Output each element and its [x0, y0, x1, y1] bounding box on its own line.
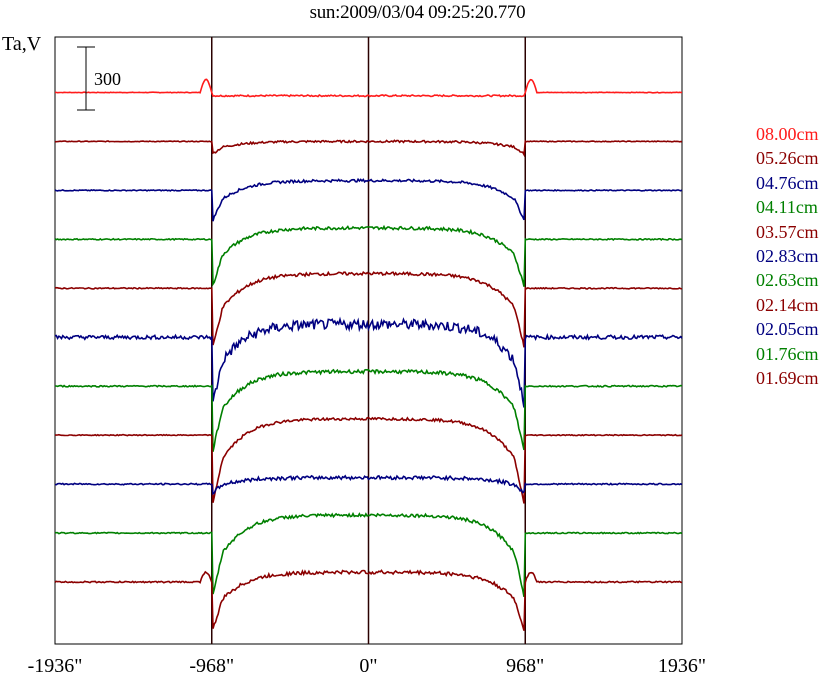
legend-entry: 02.83cm	[756, 245, 819, 266]
legend-entry: 04.11cm	[756, 197, 818, 218]
chart-title: sun:2009/03/04 09:25:20.770	[309, 2, 526, 23]
series-line-0	[54, 78, 682, 98]
series-line-2	[54, 177, 683, 222]
scale-bar-label: 300	[94, 69, 121, 89]
x-tick-label: 0"	[359, 655, 377, 677]
legend-entry: 02.05cm	[756, 319, 819, 340]
legend: 08.00cm 05.26cm 04.76cm 04.11cm 03.57cm 02.83…	[756, 122, 819, 390]
series-line-4	[54, 270, 683, 348]
legend-entry: 01.76cm	[756, 343, 819, 364]
legend-entry: 02.14cm	[756, 294, 819, 315]
x-tick-label: 968"	[506, 655, 544, 677]
legend-entry: 05.26cm	[756, 148, 819, 169]
legend-entry: 03.57cm	[756, 221, 819, 242]
x-tick-labels: -1936" -968" 0" 968" 1936"	[28, 655, 707, 677]
series-lines	[54, 78, 683, 631]
series-line-1	[54, 139, 683, 158]
x-tick-label: 1936"	[658, 655, 706, 677]
vertical-markers	[211, 37, 526, 644]
y-axis-label: Ta,V	[2, 33, 42, 55]
series-line-8	[54, 474, 683, 496]
x-tick-label: -968"	[189, 655, 234, 677]
series-line-5	[54, 316, 683, 408]
series-line-6	[55, 368, 683, 452]
legend-entry: 02.63cm	[756, 270, 819, 291]
x-tick-label: -1936"	[28, 655, 83, 677]
legend-entry: 04.76cm	[756, 172, 819, 193]
legend-entry: 08.00cm	[756, 124, 819, 144]
legend-entry: 01.69cm	[756, 367, 819, 388]
series-line-7	[55, 416, 683, 504]
scale-bar: 300	[77, 46, 121, 111]
series-line-9	[54, 511, 683, 598]
series-line-10	[54, 569, 683, 631]
series-line-3	[54, 224, 683, 287]
